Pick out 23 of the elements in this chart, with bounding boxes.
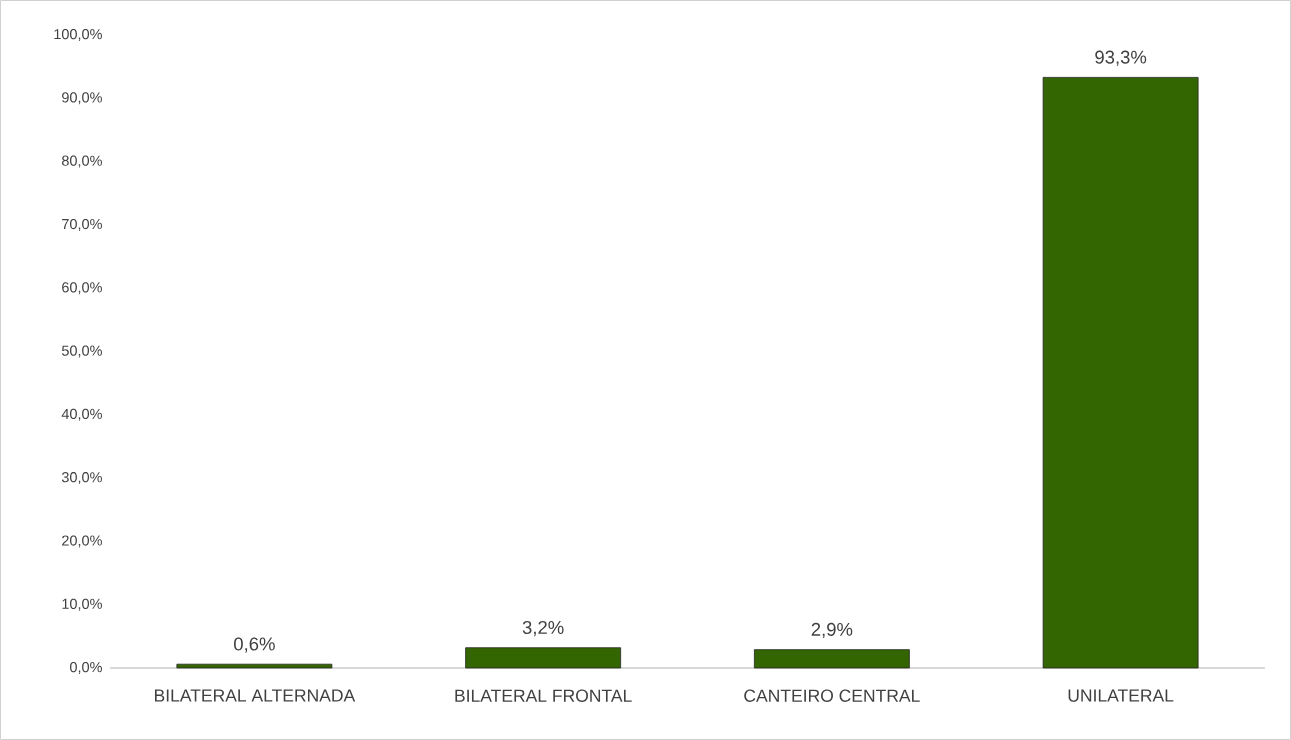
y-tick-label: 40,0% [61, 408, 102, 421]
y-tick-label: 0,0% [70, 661, 102, 674]
y-tick-label: 90,0% [62, 92, 102, 105]
y-tick-label: 80,0% [62, 155, 102, 168]
x-tick-label: CANTEIRO CENTRAL [744, 689, 920, 702]
y-tick-label: 20,0% [62, 535, 102, 548]
data-label: 0,6% [234, 637, 275, 653]
x-tick-label: BILATERAL FRONTAL [455, 689, 632, 702]
x-tick-label: UNILATERAL [1068, 689, 1174, 702]
data-label: 93,3% [1095, 50, 1147, 66]
bar [176, 663, 333, 669]
bar [1042, 76, 1199, 669]
y-tick-label: 30,0% [61, 472, 102, 485]
y-tick-label: 60,0% [62, 282, 102, 295]
data-label: 2,9% [811, 622, 853, 639]
data-label: 3,2% [522, 620, 564, 637]
y-tick-label: 10,0% [62, 598, 102, 611]
bar [753, 649, 910, 669]
y-tick-label: 50,0% [61, 345, 102, 358]
x-tick-label: BILATERAL ALTERNADA [155, 689, 356, 702]
y-tick-label: 100,0% [54, 28, 102, 41]
y-tick-label: 70,0% [62, 218, 102, 231]
bar [465, 647, 622, 669]
